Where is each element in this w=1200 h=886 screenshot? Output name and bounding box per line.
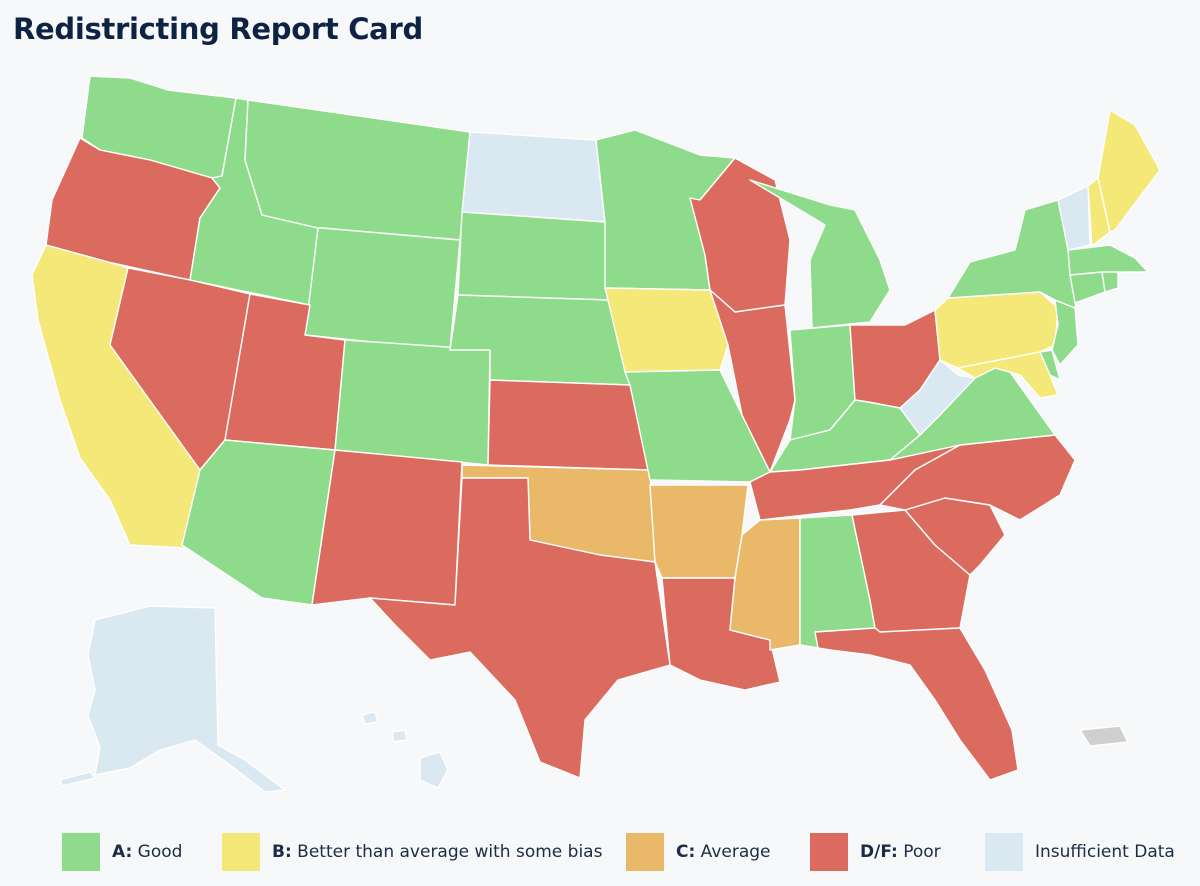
state-ma[interactable] — [1067, 244, 1149, 276]
state-mi[interactable] — [749, 179, 891, 329]
legend: A: Good B: Better than average with some… — [0, 826, 1200, 876]
legend-swatch-a — [62, 833, 100, 871]
state-co[interactable] — [334, 339, 491, 466]
state-wy[interactable] — [304, 227, 461, 351]
legend-swatch-c — [626, 833, 664, 871]
state-ny[interactable] — [947, 199, 1079, 309]
us-map — [31, 75, 1161, 793]
page-title: Redistricting Report Card — [13, 12, 423, 46]
state-ia[interactable] — [604, 287, 729, 373]
legend-item-df: D/F: Poor — [810, 833, 941, 871]
legend-label-insufficient: Insufficient Data — [1035, 842, 1175, 862]
state-ar[interactable] — [649, 484, 749, 579]
legend-label-c: C: Average — [676, 842, 771, 862]
state-de[interactable] — [1039, 349, 1061, 381]
state-ks[interactable] — [487, 379, 651, 471]
legend-label-a: A: Good — [112, 842, 183, 862]
state-vt[interactable] — [1057, 185, 1091, 251]
state-ak[interactable] — [87, 605, 286, 793]
state-nc[interactable] — [879, 434, 1076, 521]
state-nm[interactable] — [311, 449, 463, 606]
legend-item-a: A: Good — [62, 833, 182, 871]
legend-swatch-df — [810, 833, 848, 871]
legend-label-df: D/F: Poor — [860, 842, 941, 862]
state-sd[interactable] — [457, 211, 609, 301]
state-ri[interactable] — [1101, 271, 1119, 293]
legend-item-b: B: Better than average with some bias — [222, 833, 602, 871]
state-nj[interactable] — [1051, 299, 1079, 366]
territory-pr[interactable] — [1079, 725, 1129, 747]
state-wi[interactable] — [689, 157, 791, 313]
state-wv[interactable] — [899, 359, 976, 436]
legend-item-insufficient: Insufficient Data — [985, 833, 1175, 871]
state-fl[interactable] — [814, 627, 1019, 781]
legend-swatch-insufficient — [985, 833, 1023, 871]
state-ak-islands — [59, 771, 96, 787]
state-ct[interactable] — [1069, 271, 1106, 304]
legend-label-b: B: Better than average with some bias — [272, 842, 603, 862]
legend-swatch-b — [222, 833, 260, 871]
state-mt[interactable] — [244, 99, 471, 241]
legend-item-c: C: Average — [626, 833, 771, 871]
state-me[interactable] — [1097, 109, 1161, 233]
state-tx[interactable] — [369, 477, 671, 779]
state-hi[interactable] — [361, 711, 449, 789]
state-nd[interactable] — [461, 131, 606, 223]
state-az[interactable] — [181, 439, 336, 606]
